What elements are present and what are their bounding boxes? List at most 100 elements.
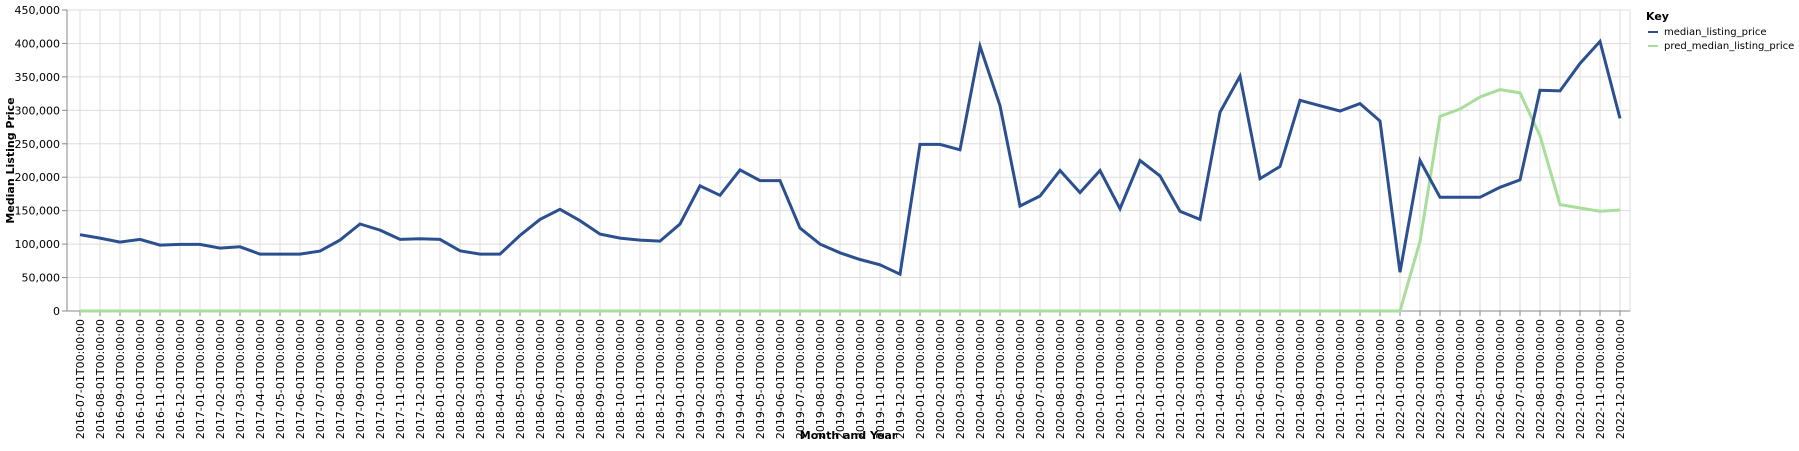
y-tick-label: 200,000 <box>15 171 61 184</box>
x-tick-label: 2022-07-01T00:00:00 <box>1514 319 1527 439</box>
x-tick-label: 2017-11-01T00:00:00 <box>394 319 407 439</box>
x-axis-title: Month and Year <box>800 429 898 442</box>
series-line-pred_median_listing_price <box>80 88 1621 313</box>
x-tick-label: 2016-07-01T00:00:00 <box>74 319 87 439</box>
x-tick-label: 2019-09-01T00:00:00 <box>834 319 847 439</box>
x-tick-label: 2021-07-01T00:00:00 <box>1274 319 1287 439</box>
x-tick-label: 2021-01-01T00:00:00 <box>1154 319 1167 439</box>
x-tick-label: 2019-05-01T00:00:00 <box>754 319 767 439</box>
legend-items: median_listing_price pred_median_listing_… <box>1648 27 1794 52</box>
x-tick-label: 2017-09-01T00:00:00 <box>354 319 367 439</box>
x-tick-label: 2017-02-01T00:00:00 <box>214 319 227 439</box>
x-tick-label: 2021-09-01T00:00:00 <box>1314 319 1327 439</box>
legend: Key median_listing_price pred_median_list… <box>1646 10 1794 52</box>
x-tick-label: 2020-08-01T00:00:00 <box>1054 319 1067 439</box>
x-tick-label: 2019-02-01T00:00:00 <box>694 319 707 439</box>
x-tick-label: 2021-12-01T00:00:00 <box>1374 319 1387 439</box>
plot-frame <box>66 9 1631 312</box>
x-tick-label: 2020-03-01T00:00:00 <box>954 319 967 439</box>
x-tick-label: 2016-11-01T00:00:00 <box>154 319 167 439</box>
x-tick-label: 2018-02-01T00:00:00 <box>454 319 467 439</box>
x-tick-label: 2017-07-01T00:00:00 <box>314 319 327 439</box>
x-tick-label: 2020-04-01T00:00:00 <box>974 319 987 439</box>
x-tick-label: 2022-04-01T00:00:00 <box>1454 319 1467 439</box>
y-tick-label: 400,000 <box>15 37 61 50</box>
x-tick-label: 2020-11-01T00:00:00 <box>1114 319 1127 439</box>
x-tick-label: 2021-10-01T00:00:00 <box>1334 319 1347 439</box>
x-tick-label: 2018-11-01T00:00:00 <box>634 319 647 439</box>
x-tick-label: 2022-05-01T00:00:00 <box>1474 319 1487 439</box>
x-tick-label: 2019-06-01T00:00:00 <box>774 319 787 439</box>
x-tick-label: 2020-07-01T00:00:00 <box>1034 319 1047 439</box>
y-tick-label: 450,000 <box>15 4 61 17</box>
series-line-median_listing_price <box>79 38 1622 277</box>
x-tick-label: 2020-01-01T00:00:00 <box>914 319 927 439</box>
x-tick-label: 2016-10-01T00:00:00 <box>134 319 147 439</box>
gridlines <box>66 9 1631 312</box>
y-tick-label: 0 <box>53 305 60 318</box>
y-tick-label: 250,000 <box>15 138 61 151</box>
x-tick-label: 2021-06-01T00:00:00 <box>1254 319 1267 439</box>
y-tick-label: 150,000 <box>15 205 61 218</box>
x-tick-label: 2021-03-01T00:00:00 <box>1194 319 1207 439</box>
x-tick-label: 2021-04-01T00:00:00 <box>1214 319 1227 439</box>
x-tick-label: 2020-06-01T00:00:00 <box>1014 319 1027 439</box>
legend-title: Key <box>1646 10 1669 23</box>
x-tick-label: 2016-09-01T00:00:00 <box>114 319 127 439</box>
x-tick-label: 2020-09-01T00:00:00 <box>1074 319 1087 439</box>
x-tick-label: 2019-12-01T00:00:00 <box>894 319 907 439</box>
x-tick-label: 2021-08-01T00:00:00 <box>1294 319 1307 439</box>
x-tick-label: 2022-12-01T00:00:00 <box>1614 319 1627 439</box>
legend-label: pred_median_listing_price <box>1664 41 1794 52</box>
x-tick-label: 2017-10-01T00:00:00 <box>374 319 387 439</box>
x-tick-label: 2020-10-01T00:00:00 <box>1094 319 1107 439</box>
x-tick-label: 2021-11-01T00:00:00 <box>1354 319 1367 439</box>
x-tick-label: 2022-10-01T00:00:00 <box>1574 319 1587 439</box>
x-tick-label: 2018-03-01T00:00:00 <box>474 319 487 439</box>
x-tick-label: 2017-04-01T00:00:00 <box>254 319 267 439</box>
y-tick-label: 300,000 <box>15 104 61 117</box>
x-tick-label: 2018-06-01T00:00:00 <box>534 319 547 439</box>
y-tick-label: 50,000 <box>22 272 61 285</box>
x-tick-label: 2017-06-01T00:00:00 <box>294 319 307 439</box>
x-tick-label: 2022-11-01T00:00:00 <box>1594 319 1607 439</box>
x-tick-label: 2016-12-01T00:00:00 <box>174 319 187 439</box>
x-tick-label: 2018-09-01T00:00:00 <box>594 319 607 439</box>
x-tick-label: 2018-04-01T00:00:00 <box>494 319 507 439</box>
x-tick-label: 2017-08-01T00:00:00 <box>334 319 347 439</box>
x-tick-label: 2019-04-01T00:00:00 <box>734 319 747 439</box>
series-lines <box>79 38 1622 313</box>
x-tick-label: 2017-01-01T00:00:00 <box>194 319 207 439</box>
x-tick-label: 2020-05-01T00:00:00 <box>994 319 1007 439</box>
x-tick-label: 2017-12-01T00:00:00 <box>414 319 427 439</box>
x-tick-label: 2018-07-01T00:00:00 <box>554 319 567 439</box>
x-tick-label: 2019-03-01T00:00:00 <box>714 319 727 439</box>
x-tick-label: 2019-01-01T00:00:00 <box>674 319 687 439</box>
x-tick-label: 2016-08-01T00:00:00 <box>94 319 107 439</box>
axes: 0 50,000 100,000 150,000 200,000 250,000 300,0… <box>15 4 1630 439</box>
x-tick-label: 2019-07-01T00:00:00 <box>794 319 807 439</box>
x-tick-label: 2020-12-01T00:00:00 <box>1134 319 1147 439</box>
x-tick-label: 2018-05-01T00:00:00 <box>514 319 527 439</box>
x-tick-label: 2017-05-01T00:00:00 <box>274 319 287 439</box>
x-tick-label: 2022-02-01T00:00:00 <box>1414 319 1427 439</box>
x-tick-label: 2018-08-01T00:00:00 <box>574 319 587 439</box>
y-tick-label: 100,000 <box>15 238 61 251</box>
x-tick-label: 2021-05-01T00:00:00 <box>1234 319 1247 439</box>
x-tick-label: 2022-03-01T00:00:00 <box>1434 319 1447 439</box>
x-tick-label: 2022-06-01T00:00:00 <box>1494 319 1507 439</box>
x-tick-label: 2018-10-01T00:00:00 <box>614 319 627 439</box>
y-axis-title: Median Listing Price <box>4 97 17 223</box>
y-tick-label: 350,000 <box>15 71 61 84</box>
x-tick-label: 2019-11-01T00:00:00 <box>874 319 887 439</box>
x-tick-label: 2021-02-01T00:00:00 <box>1174 319 1187 439</box>
x-tick-label: 2022-08-01T00:00:00 <box>1534 319 1547 439</box>
x-tick-label: 2018-12-01T00:00:00 <box>654 319 667 439</box>
x-tick-label: 2022-01-01T00:00:00 <box>1394 319 1407 439</box>
x-tick-label: 2022-09-01T00:00:00 <box>1554 319 1567 439</box>
x-tick-label: 2020-02-01T00:00:00 <box>934 319 947 439</box>
x-tick-label: 2019-08-01T00:00:00 <box>814 319 827 439</box>
x-tick-label: 2017-03-01T00:00:00 <box>234 319 247 439</box>
